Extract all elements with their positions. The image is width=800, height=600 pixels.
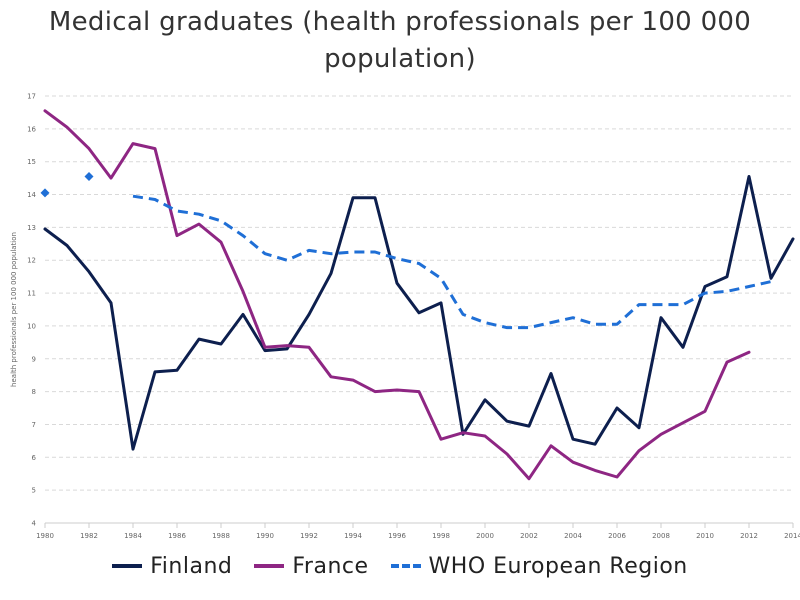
x-tick-label: 1986 bbox=[168, 532, 186, 540]
series-lines bbox=[40, 109, 795, 481]
x-tick-label: 1992 bbox=[300, 532, 318, 540]
x-tick-label: 1988 bbox=[212, 532, 230, 540]
y-tick-label: 8 bbox=[32, 388, 36, 396]
y-tick-label: 5 bbox=[32, 487, 36, 495]
series-line-finland[interactable] bbox=[43, 175, 795, 451]
chart-legend: Finland France WHO European Region bbox=[0, 549, 800, 583]
legend-swatch-who-european-region bbox=[390, 564, 421, 568]
legend-item-who-european-region[interactable]: WHO European Region bbox=[390, 553, 688, 579]
y-tick-label: 11 bbox=[27, 290, 36, 298]
data-point-who-european-region[interactable] bbox=[84, 171, 94, 181]
x-tick-label: 2008 bbox=[652, 532, 670, 540]
y-tick-label: 17 bbox=[27, 93, 36, 101]
y-axis-label: health professionals per 100 000 populat… bbox=[10, 232, 18, 387]
x-axis-ticks: 1980 1982 1984 1986 1988 1990 1992 1994 1996 1998… bbox=[36, 522, 800, 540]
legend-item-france[interactable]: France bbox=[254, 554, 368, 579]
x-tick-label: 2006 bbox=[608, 532, 626, 540]
x-tick-label: 2000 bbox=[476, 532, 494, 540]
x-tick-label: 1998 bbox=[432, 532, 450, 540]
legend-swatch-france bbox=[254, 564, 285, 568]
y-tick-label: 13 bbox=[27, 224, 36, 232]
x-tick-label: 1984 bbox=[124, 532, 142, 540]
data-point-who-european-region[interactable] bbox=[40, 188, 50, 198]
x-tick-label: 1994 bbox=[344, 532, 362, 540]
x-tick-label: 1982 bbox=[80, 532, 98, 540]
legend-swatch-finland bbox=[112, 564, 143, 568]
x-tick-label: 2010 bbox=[696, 532, 714, 540]
y-tick-label: 4 bbox=[32, 520, 37, 528]
y-axis-ticks: 4 5 6 7 8 9 10 11 12 13 14 15 16 17 bbox=[27, 93, 36, 528]
legend-item-finland[interactable]: Finland bbox=[112, 554, 232, 579]
series-line-who-european-region[interactable] bbox=[132, 194, 772, 330]
x-tick-label: 2004 bbox=[564, 532, 582, 540]
legend-label-finland: Finland bbox=[150, 553, 233, 579]
x-tick-label: 1990 bbox=[256, 532, 274, 540]
y-tick-label: 16 bbox=[27, 125, 36, 133]
x-tick-label: 2014 bbox=[784, 532, 800, 540]
y-tick-label: 7 bbox=[32, 421, 36, 429]
chart-title: Medical graduates (health professionals … bbox=[48, 7, 752, 74]
y-tick-label: 14 bbox=[27, 191, 36, 199]
y-tick-label: 9 bbox=[32, 355, 36, 363]
x-tick-label: 2002 bbox=[520, 532, 538, 540]
x-tick-label: 1996 bbox=[388, 532, 406, 540]
y-tick-label: 6 bbox=[32, 454, 37, 462]
x-tick-label: 1980 bbox=[36, 532, 54, 540]
x-tick-label: 2012 bbox=[740, 532, 758, 540]
y-tick-label: 12 bbox=[27, 257, 36, 265]
y-tick-label: 15 bbox=[27, 158, 36, 166]
series-line-france[interactable] bbox=[43, 109, 751, 481]
legend-label-france: France bbox=[292, 553, 369, 579]
y-tick-label: 10 bbox=[27, 322, 36, 330]
legend-label-who-european-region: WHO European Region bbox=[428, 553, 688, 579]
